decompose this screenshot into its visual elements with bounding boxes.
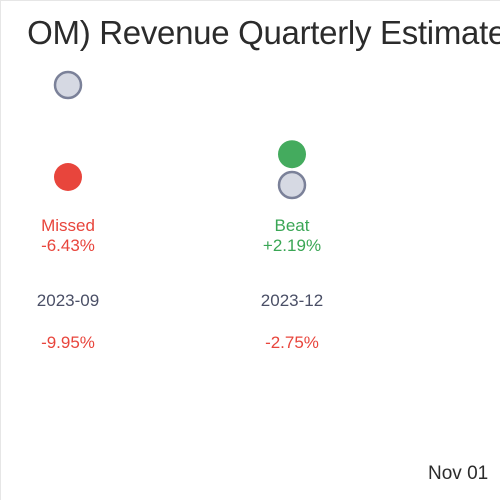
revenue-change: -9.95% — [41, 333, 95, 352]
frame-top-border — [0, 0, 500, 1]
status-label: Missed — [41, 216, 95, 235]
estimate-marker-2023-09 — [53, 70, 83, 100]
frame-left-border — [0, 0, 1, 500]
estimate-marker-2023-12 — [277, 170, 307, 200]
actual-marker-2023-09 — [54, 163, 82, 191]
footer-date: Nov 01 — [428, 463, 489, 484]
surprise-percent: +2.19% — [262, 236, 322, 255]
actual-marker-2023-12 — [278, 140, 306, 169]
period-label: 2023-12 — [260, 291, 324, 310]
period-label: 2023-09 — [36, 291, 100, 310]
revenue-change: -2.75% — [265, 333, 319, 352]
surprise-percent: -6.43% — [41, 236, 95, 255]
status-label: Beat — [274, 216, 310, 235]
chart-title: OM) Revenue Quarterly Estimate — [27, 14, 500, 51]
